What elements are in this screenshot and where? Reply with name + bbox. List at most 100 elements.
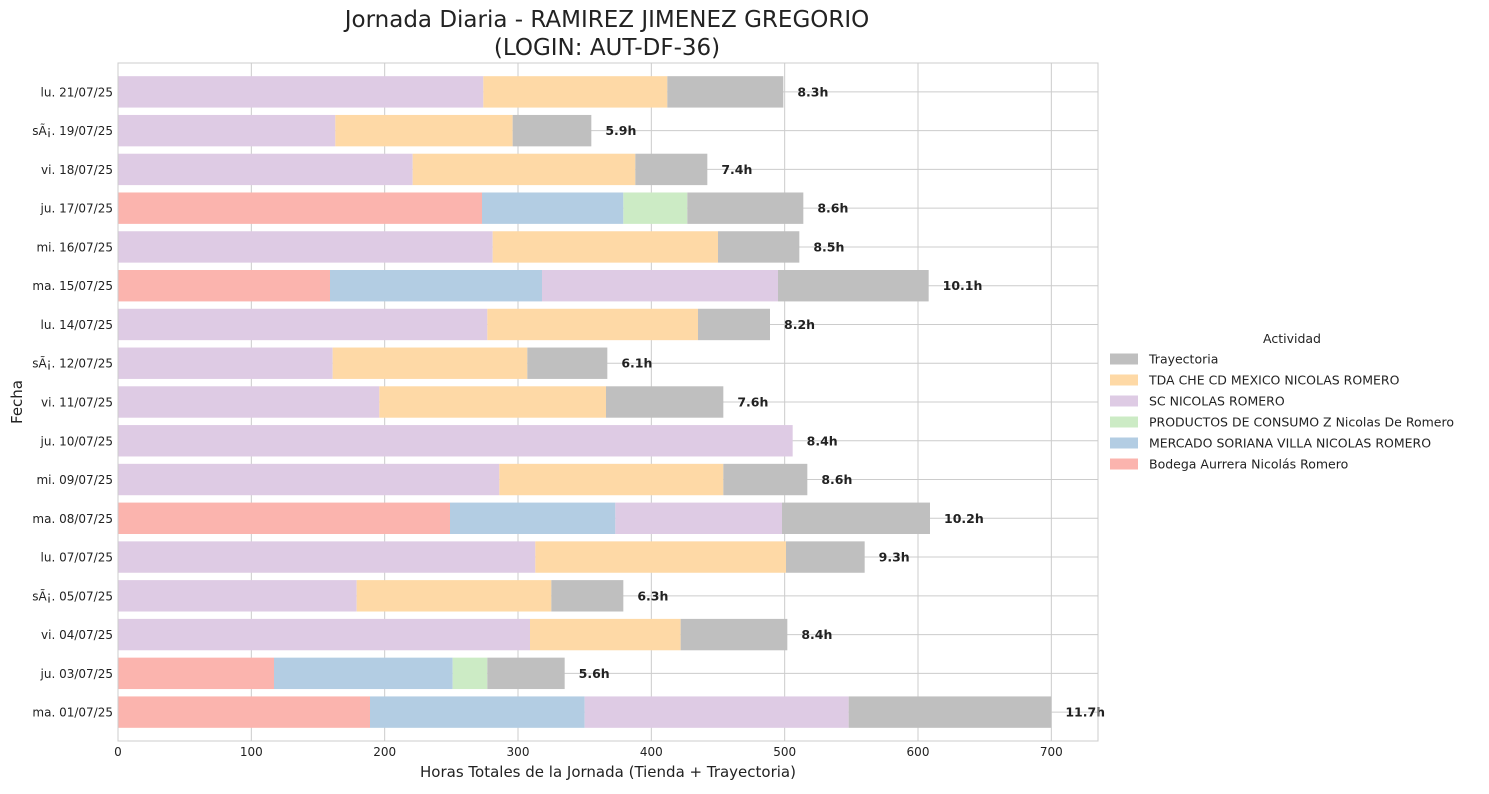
bar-segment-sc-nicolas-romero	[118, 541, 536, 573]
y-tick-label: ju. 10/07/25	[40, 434, 113, 448]
bar-segment-tda-che-cd-mexico-nicolas-romero	[356, 580, 552, 612]
bar-segment-trayectoria	[667, 76, 784, 108]
bar-segment-bodega-aurrera-nicolas-romero	[118, 192, 482, 224]
total-label: 5.6h	[579, 666, 610, 681]
bar-segment-sc-nicolas-romero	[118, 153, 413, 186]
legend-entry-productos-de-consumo-z-nicolas-de-romero: PRODUCTOS DE CONSUMO Z Nicolas De Romero	[1149, 415, 1454, 430]
y-tick-label: vi. 11/07/25	[41, 396, 113, 410]
x-tick-labels: 0 100 200 300 400 500 600 700	[114, 745, 1063, 759]
total-label: 8.3h	[797, 84, 828, 99]
bar-segment-bodega-aurrera-nicolas-romero	[118, 270, 330, 302]
total-label: 5.9h	[605, 123, 636, 138]
bar-segment-tda-che-cd-mexico-nicolas-romero	[412, 153, 636, 186]
bar-segment-tda-che-cd-mexico-nicolas-romero	[483, 76, 668, 108]
bar-segment-trayectoria	[606, 386, 724, 418]
bar-segment-tda-che-cd-mexico-nicolas-romero	[332, 347, 528, 379]
bar-segment-trayectoria	[718, 231, 800, 263]
legend: Actividad Trayectoria TDA CHE CD MEXICO N…	[1110, 331, 1454, 472]
total-label: 7.6h	[737, 395, 768, 410]
total-label: 8.6h	[817, 201, 848, 216]
bar-segment-sc-nicolas-romero	[118, 114, 336, 147]
total-label: 8.4h	[807, 433, 838, 448]
bar-segment-sc-nicolas-romero	[584, 696, 849, 728]
total-label: 6.1h	[621, 356, 652, 371]
y-tick-label: ju. 03/07/25	[40, 667, 113, 681]
y-tick-label: sÃ¡. 19/07/25	[32, 123, 113, 138]
bar-segment-tda-che-cd-mexico-nicolas-romero	[487, 308, 698, 341]
bar-segment-sc-nicolas-romero	[118, 386, 380, 418]
y-tick-label: vi. 18/07/25	[41, 163, 113, 177]
legend-swatch-sc-nicolas-romero	[1110, 395, 1138, 407]
x-tick-label: 0	[114, 745, 122, 759]
x-tick-label: 200	[373, 745, 396, 759]
bar-segment-sc-nicolas-romero	[118, 76, 484, 108]
bar-segment-bodega-aurrera-nicolas-romero	[118, 696, 370, 728]
total-label: 8.4h	[801, 627, 832, 642]
y-tick-label: vi. 04/07/25	[41, 628, 113, 642]
bar-segment-mercado-soriana-villa-nicolas-romero	[482, 192, 624, 224]
bar-segment-sc-nicolas-romero	[118, 425, 793, 457]
chart-title-line-2: (LOGIN: AUT-DF-36)	[494, 35, 720, 61]
legend-title: Actividad	[1263, 331, 1321, 346]
legend-entry-mercado-soriana-villa-nicolas-romero: MERCADO SORIANA VILLA NICOLAS ROMERO	[1149, 436, 1431, 451]
bar-segment-trayectoria	[527, 347, 608, 379]
chart-title-line-1: Jornada Diaria - RAMIREZ JIMENEZ GREGORI…	[343, 7, 870, 33]
bar-segment-trayectoria	[848, 696, 1052, 728]
plot-frame	[117, 62, 1099, 742]
bar-segment-mercado-soriana-villa-nicolas-romero	[450, 502, 616, 534]
bar-segment-trayectoria	[782, 502, 930, 534]
y-tick-label: sÃ¡. 05/07/25	[32, 588, 113, 603]
bar-segment-trayectoria	[786, 541, 865, 573]
bar-segment-sc-nicolas-romero	[615, 502, 782, 534]
x-axis-label: Horas Totales de la Jornada (Tienda + Tr…	[420, 763, 796, 781]
y-tick-label: lu. 14/07/25	[41, 318, 113, 332]
bar-segment-trayectoria	[687, 192, 804, 224]
legend-swatch-bodega-aurrera-nicolas-romero	[1110, 458, 1138, 470]
bar-segment-bodega-aurrera-nicolas-romero	[118, 502, 450, 534]
legend-entry-tda-che-cd-mexico-nicolas-romero: TDA CHE CD MEXICO NICOLAS ROMERO	[1148, 373, 1400, 388]
y-tick-label: ma. 01/07/25	[32, 706, 113, 720]
bar-segment-productos-de-consumo-z-nicolas-de-romero	[623, 192, 688, 224]
legend-swatch-mercado-soriana-villa-nicolas-romero	[1110, 437, 1138, 449]
total-label: 10.2h	[944, 511, 984, 526]
bar-segment-sc-nicolas-romero	[118, 463, 500, 496]
total-label: 10.1h	[943, 278, 983, 293]
total-label: 7.4h	[721, 162, 752, 177]
bar-segment-tda-che-cd-mexico-nicolas-romero	[492, 231, 718, 263]
total-label: 8.5h	[813, 239, 844, 254]
bar-segment-trayectoria	[512, 114, 592, 147]
bar-segment-trayectoria	[680, 618, 788, 651]
bar-segment-sc-nicolas-romero	[542, 270, 778, 302]
y-tick-label: mi. 09/07/25	[36, 473, 113, 487]
bar-segment-sc-nicolas-romero	[118, 618, 530, 651]
bar-segment-mercado-soriana-villa-nicolas-romero	[274, 657, 453, 690]
bar-segment-tda-che-cd-mexico-nicolas-romero	[335, 114, 513, 147]
legend-swatch-productos-de-consumo-z-nicolas-de-romero	[1110, 416, 1138, 428]
y-tick-labels: lu. 21/07/25 sÃ¡. 19/07/25 vi. 18/07/25 ju.…	[32, 85, 113, 719]
legend-entry-bodega-aurrera-nicolas-romero: Bodega Aurrera Nicolás Romero	[1149, 457, 1348, 472]
x-tick-label: 600	[907, 745, 930, 759]
x-tick-label: 700	[1040, 745, 1063, 759]
y-axis-label: Fecha	[8, 380, 26, 424]
y-tick-label: sÃ¡. 12/07/25	[32, 356, 113, 371]
total-label: 8.2h	[784, 317, 815, 332]
bar-segment-bodega-aurrera-nicolas-romero	[118, 657, 274, 690]
bar-segment-mercado-soriana-villa-nicolas-romero	[330, 270, 542, 302]
bar-segment-tda-che-cd-mexico-nicolas-romero	[530, 618, 681, 651]
bar-segment-mercado-soriana-villa-nicolas-romero	[370, 696, 585, 728]
bar-segment-sc-nicolas-romero	[118, 347, 333, 379]
legend-entry-sc-nicolas-romero: SC NICOLAS ROMERO	[1149, 394, 1285, 409]
legend-entry-trayectoria: Trayectoria	[1148, 352, 1218, 367]
bar-segment-sc-nicolas-romero	[118, 580, 357, 612]
bar-segment-trayectoria	[778, 270, 929, 302]
total-label: 6.3h	[637, 588, 668, 603]
bar-segment-sc-nicolas-romero	[118, 231, 493, 263]
total-label: 9.3h	[879, 550, 910, 565]
x-tick-label: 100	[240, 745, 263, 759]
total-labels: 8.3h 5.9h 7.4h 8.6h 8.5h 10.1h 8.2h 6.1h 7.6h 8.4…	[579, 84, 1105, 719]
total-label: 11.7h	[1065, 705, 1105, 720]
bar-segment-trayectoria	[635, 153, 708, 186]
bar-segment-trayectoria	[551, 580, 624, 612]
y-tick-label: ju. 17/07/25	[40, 202, 113, 216]
